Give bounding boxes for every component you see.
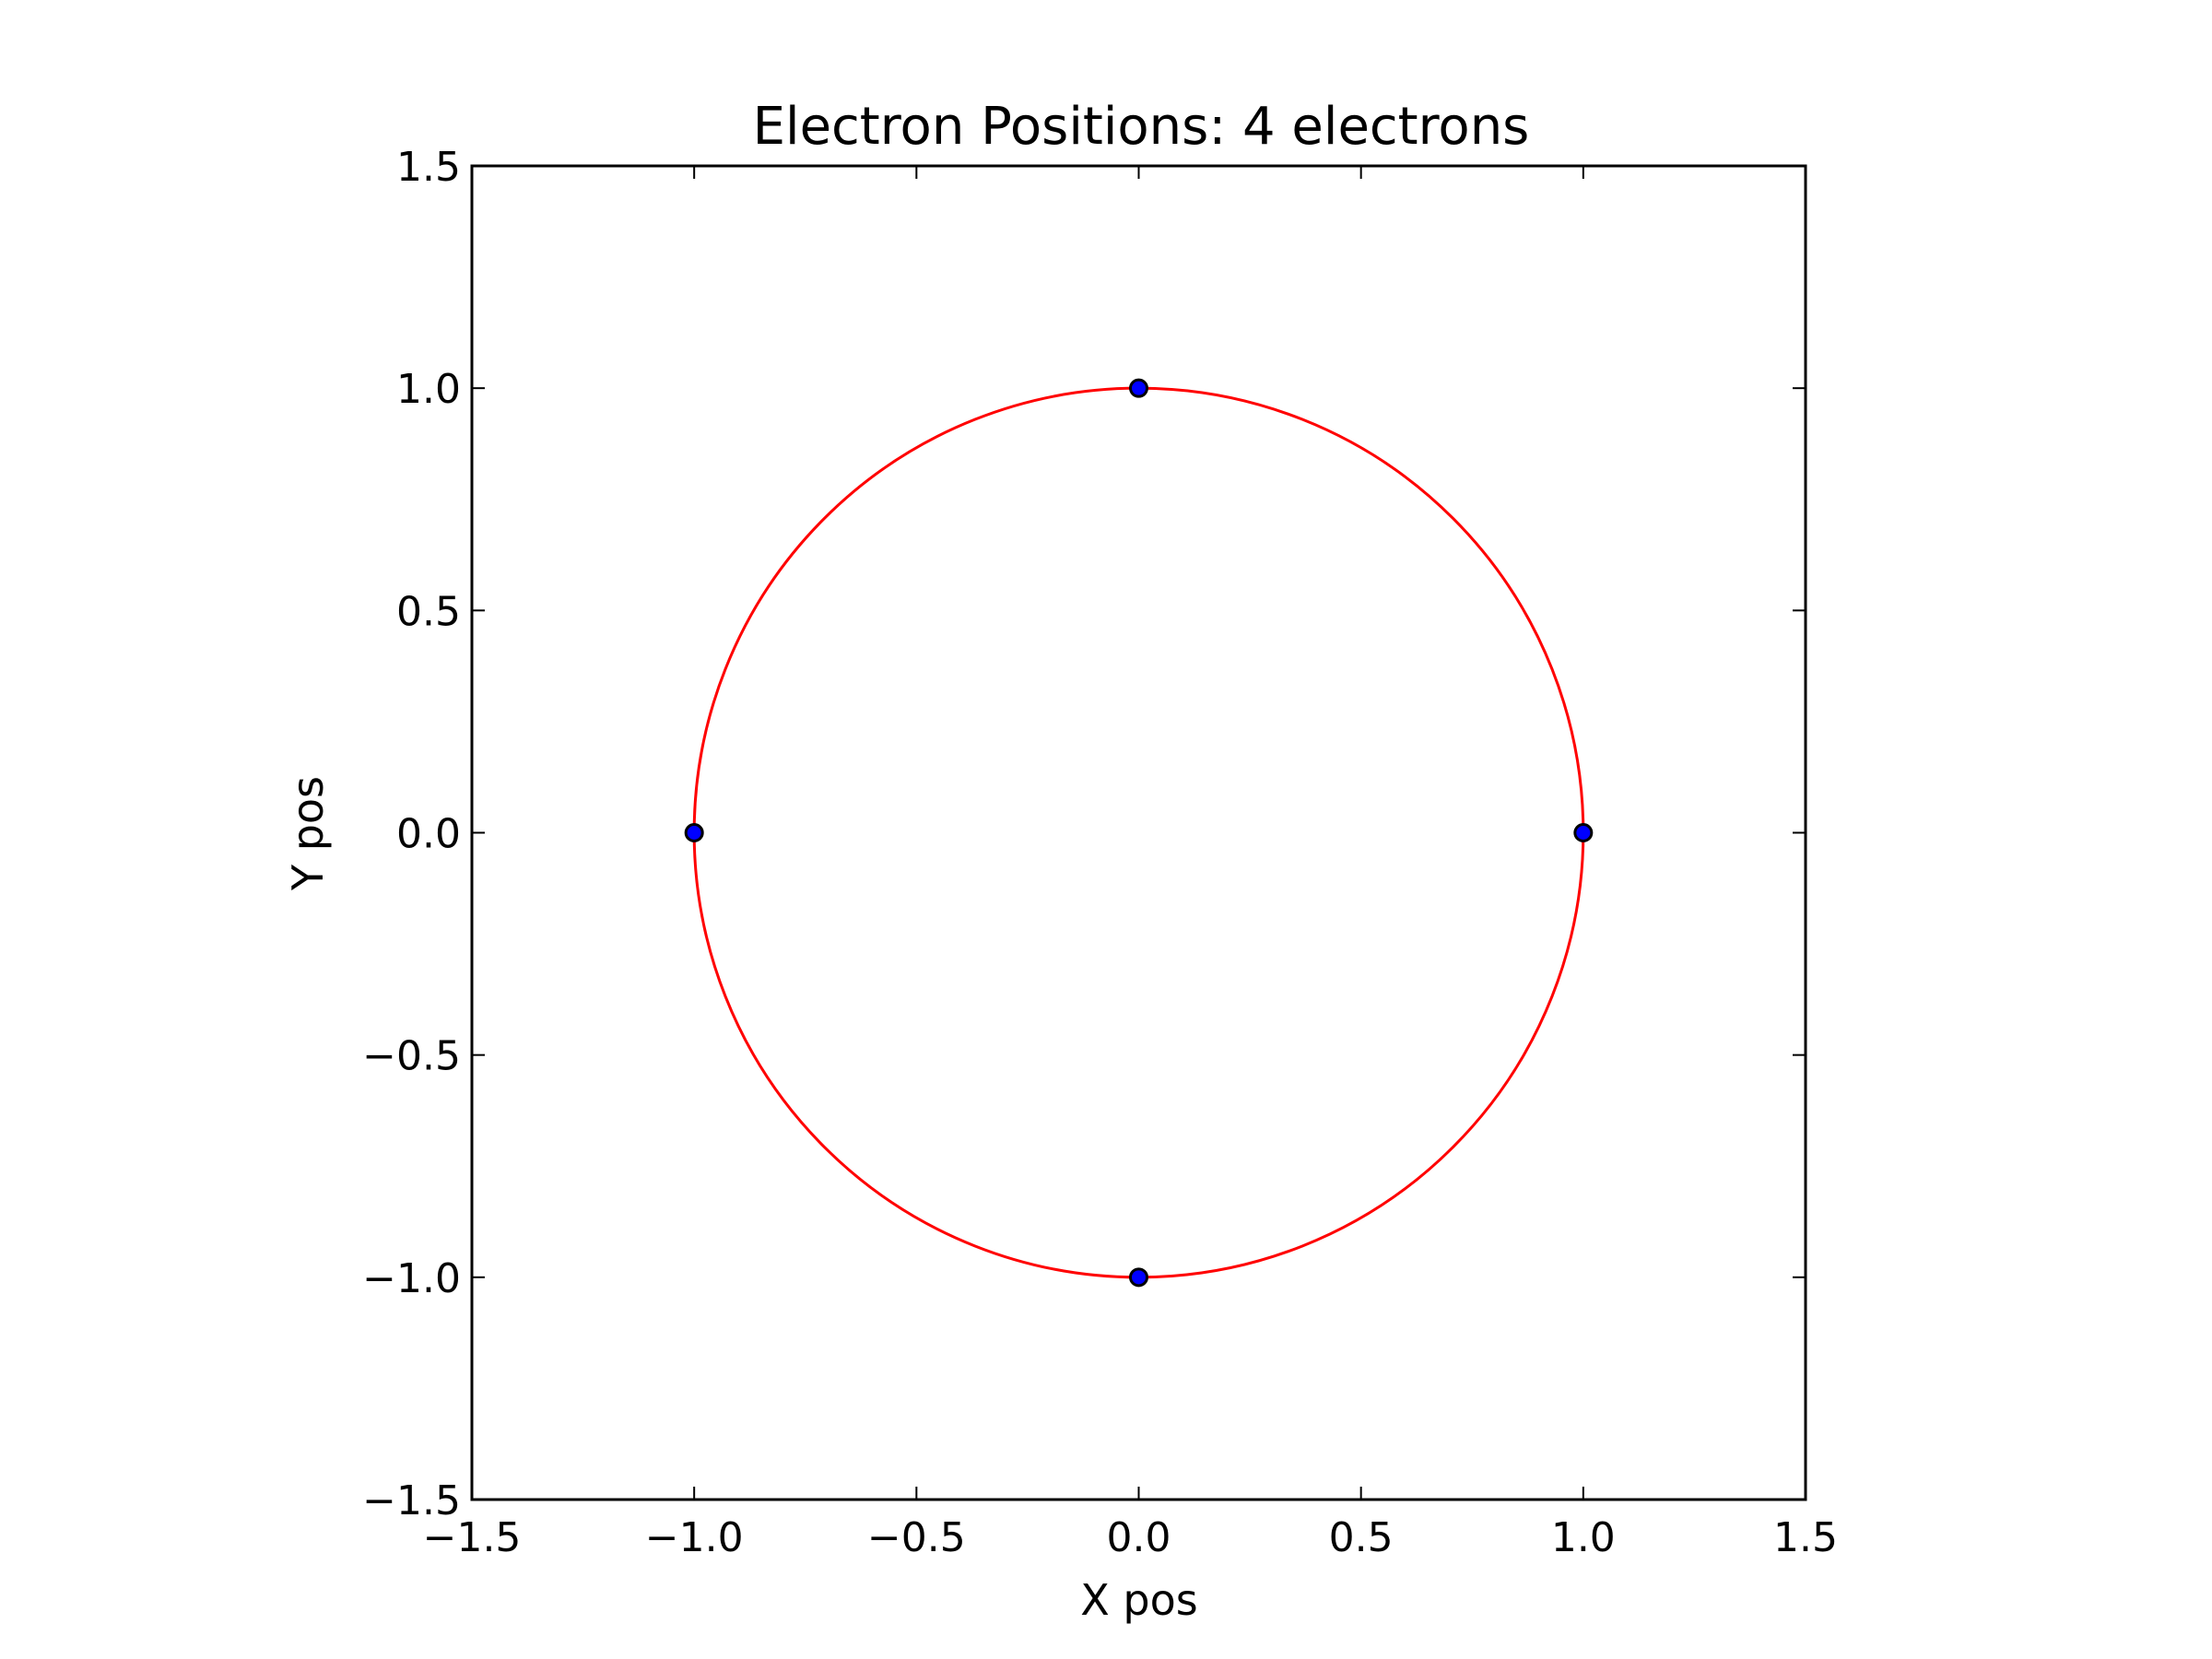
x-tick-labels: −1.5 −1.0 −0.5 0.0 0.5 1.0 1.5 (423, 1514, 1838, 1561)
y-tick-labels: −1.5 −1.0 −0.5 0.0 0.5 1.0 1.5 (362, 144, 461, 1524)
x-tick-label: 0.0 (1107, 1514, 1171, 1561)
y-axis-label: Y pos (283, 776, 333, 891)
x-tick-label: −0.5 (867, 1514, 966, 1561)
x-tick-label: 1.5 (1773, 1514, 1838, 1561)
y-tick-label: −0.5 (362, 1033, 461, 1080)
x-tick-label: −1.5 (423, 1514, 522, 1561)
chart-title: Electron Positions: 4 electrons (753, 97, 1530, 157)
y-tick-label: 0.5 (396, 588, 461, 635)
points-layer (684, 378, 1594, 1288)
electron-point-3 (1573, 823, 1594, 842)
x-axis-label: X pos (1080, 1575, 1197, 1625)
x-tick-label: 1.0 (1551, 1514, 1616, 1561)
plot-area (470, 164, 1807, 1501)
plot-frame (470, 164, 1807, 1501)
x-tick-label: 0.5 (1329, 1514, 1394, 1561)
ticks-layer (471, 165, 1806, 1500)
y-tick-label: −1.0 (362, 1255, 461, 1302)
y-tick-label: −1.5 (362, 1477, 461, 1524)
y-tick-label: 0.0 (396, 811, 461, 858)
electron-point-1 (1129, 378, 1148, 398)
y-tick-label: 1.5 (396, 144, 461, 191)
electron-point-4 (1129, 1267, 1148, 1288)
electron-point-2 (684, 823, 704, 842)
x-tick-label: −1.0 (645, 1514, 744, 1561)
y-tick-label: 1.0 (396, 366, 461, 413)
